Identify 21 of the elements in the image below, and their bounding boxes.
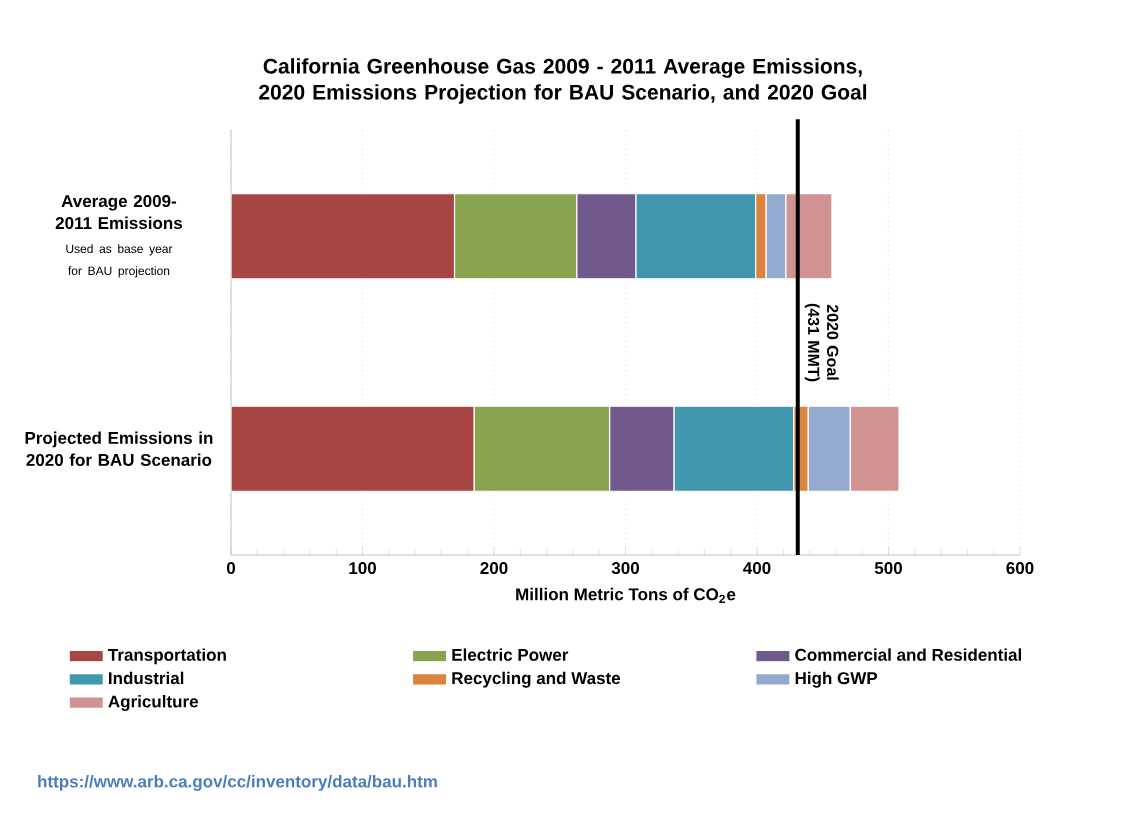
x-axis-title: Million Metric Tons of CO$_{2}$e (516, 587, 736, 603)
text: Used as base year for BAU projection (66, 244, 173, 278)
x-tick-label: 200 (480, 562, 508, 575)
legend-label: High GWP (795, 671, 878, 688)
legend-label: Commercial and Residential (795, 648, 1022, 661)
x-tick-label: 400 (743, 562, 771, 575)
legend-label: Electric Power (452, 648, 569, 661)
legend-label: Agriculture (108, 695, 198, 711)
x-tick-label: 600 (1006, 562, 1034, 575)
x-tick-label: 100 (349, 562, 376, 575)
legend-label: Recycling and Waste (452, 671, 621, 688)
legend-label: Transportation (108, 648, 226, 665)
text: https://www.arb.ca.gov/cc/inventory/data/bau.htm (38, 775, 437, 791)
y-tick-label: Average 2009-2011 Emissions (55, 195, 183, 230)
x-tick-label: 500 (874, 562, 902, 575)
ref-line-label: 2020 Goal (431 MMT) (804, 303, 839, 382)
x-tick-label: 0 (226, 562, 236, 575)
y-tick-label: Projected Emissions in 2020 for BAU Scenario (25, 431, 213, 466)
x-tick-label: 300 (611, 562, 639, 575)
chart-title: California Greenhouse Gas 2009 - 2011 Average Emissions, 2020 Emissions Projection for BAU Scenario, and 2020 Goal (259, 58, 867, 104)
legend-label: Industrial (109, 671, 184, 685)
